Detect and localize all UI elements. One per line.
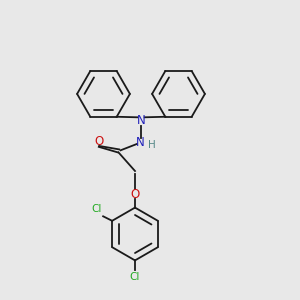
Text: Cl: Cl [91,204,102,214]
Text: Cl: Cl [130,272,140,282]
Text: O: O [94,135,103,148]
Text: O: O [130,188,140,201]
Text: H: H [148,140,155,150]
Text: N: N [136,114,146,128]
Text: N: N [136,136,145,149]
